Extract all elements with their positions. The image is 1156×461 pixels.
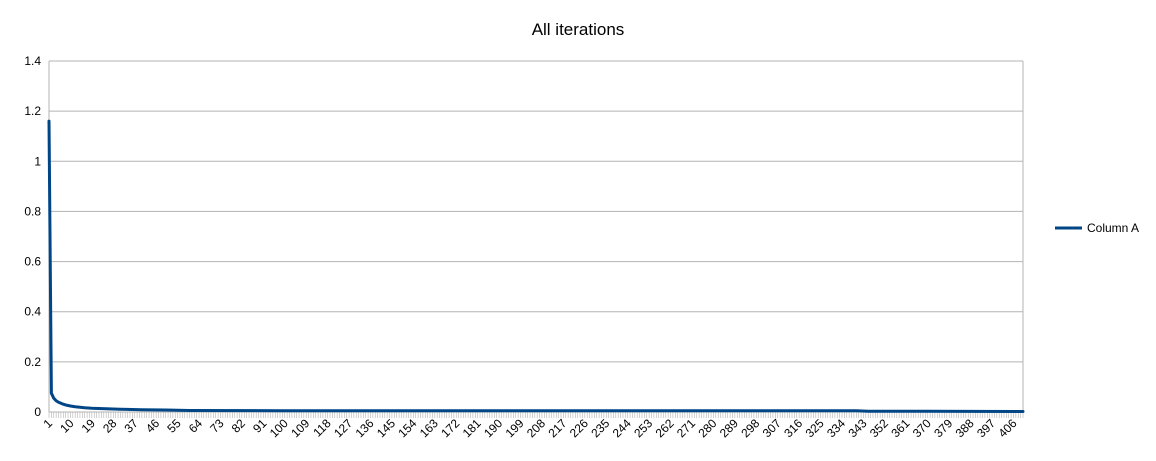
x-tick-label: 307 <box>760 416 784 440</box>
x-tick-label: 73 <box>207 416 227 436</box>
y-tick-label: 0.8 <box>24 204 41 218</box>
x-tick-label: 55 <box>164 416 184 436</box>
y-tick-label: 1.4 <box>24 54 41 68</box>
x-tick-label: 28 <box>100 416 120 436</box>
x-tick-label: 316 <box>781 416 805 440</box>
series-line <box>47 119 1025 413</box>
x-tick-label: 127 <box>331 416 355 440</box>
y-tick-label: 0 <box>34 405 41 419</box>
x-tick-label: 190 <box>481 416 505 440</box>
x-tick-label: 100 <box>267 416 291 440</box>
x-tick-label: 208 <box>524 416 548 440</box>
x-tick-label: 64 <box>186 416 206 436</box>
x-tick-label: 82 <box>229 416 249 436</box>
legend-label: Column A <box>1087 221 1139 235</box>
y-tick-label: 0.6 <box>24 255 41 269</box>
y-tick-label: 0.4 <box>24 305 41 319</box>
x-tick-label: 271 <box>674 416 698 440</box>
x-tick-label: 280 <box>695 416 719 440</box>
x-tick-label: 172 <box>438 416 462 440</box>
x-tick-label: 325 <box>803 416 827 440</box>
x-tick-label: 1 <box>40 416 55 431</box>
x-tick-label: 352 <box>867 416 891 440</box>
x-tick-label: 10 <box>57 416 77 436</box>
x-tick-label: 217 <box>545 416 569 440</box>
x-tick-label: 109 <box>288 416 312 440</box>
x-tick-label: 163 <box>417 416 441 440</box>
x-tick-label: 397 <box>974 416 998 440</box>
x-tick-label: 262 <box>653 416 677 440</box>
x-tick-label: 406 <box>996 416 1020 440</box>
x-tick-label: 244 <box>610 416 634 440</box>
x-tick-label: 235 <box>588 416 612 440</box>
x-tick-label: 298 <box>738 416 762 440</box>
y-tick-label: 1.2 <box>24 104 41 118</box>
x-tick-label: 289 <box>717 416 741 440</box>
x-tick-label: 145 <box>374 416 398 440</box>
x-tick-label: 379 <box>931 416 955 440</box>
x-axis-ticks: 1 10 19 28 37 46 55 64 73 82 911001091181271361451… <box>40 412 1024 440</box>
x-tick-label: 343 <box>846 416 870 440</box>
x-tick-label: 118 <box>310 416 334 440</box>
x-tick-label: 46 <box>143 416 163 436</box>
x-tick-label: 91 <box>250 416 270 436</box>
x-tick-label: 181 <box>460 416 484 440</box>
series-layer <box>47 119 1025 413</box>
x-tick-label: 334 <box>824 416 848 440</box>
x-tick-label: 388 <box>953 416 977 440</box>
y-tick-label: 0.2 <box>24 355 41 369</box>
legend: Column A <box>1055 221 1139 235</box>
y-tick-label: 1 <box>34 154 41 168</box>
y-axis-ticks: 0 0.2 0.4 0.6 0.8 1 1.2 1.4 <box>24 54 41 419</box>
x-tick-label: 199 <box>503 416 527 440</box>
x-tick-label: 19 <box>79 416 99 436</box>
x-tick-label: 37 <box>122 416 142 436</box>
grid-lines <box>49 60 1023 413</box>
x-tick-label: 226 <box>567 416 591 440</box>
x-tick-label: 136 <box>353 416 377 440</box>
chart-title: All iterations <box>532 20 625 39</box>
x-tick-label: 154 <box>395 416 419 440</box>
axes <box>48 61 1024 413</box>
x-tick-label: 370 <box>910 416 934 440</box>
x-tick-label: 253 <box>631 416 655 440</box>
x-tick-label: 361 <box>888 416 912 440</box>
